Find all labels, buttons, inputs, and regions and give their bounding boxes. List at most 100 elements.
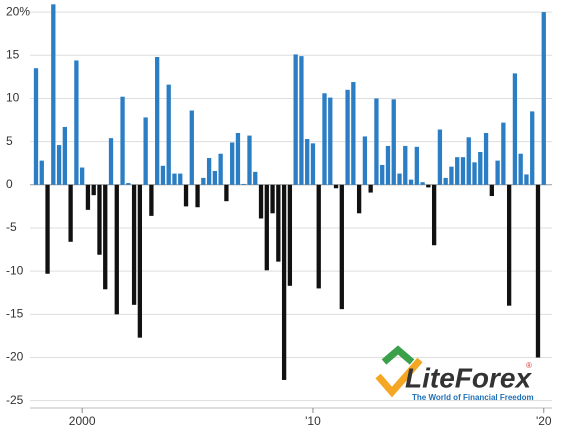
bar (247, 135, 252, 185)
bar (126, 183, 131, 185)
bar (333, 184, 339, 189)
bar (51, 4, 56, 185)
bar (437, 129, 443, 185)
bar (56, 145, 62, 185)
bar (385, 145, 391, 185)
bar (443, 177, 448, 185)
bar (305, 139, 310, 185)
bar (328, 97, 333, 185)
bar (345, 89, 350, 185)
bar (120, 96, 125, 185)
bar (374, 98, 379, 185)
bar (143, 117, 148, 185)
bar (524, 174, 529, 185)
bar (183, 184, 189, 207)
bar (287, 184, 293, 286)
logo: LiteForex ® The World of Financial Freed… (375, 345, 534, 402)
bar (397, 173, 402, 185)
bar (201, 177, 206, 185)
logo-tagline: The World of Financial Freedom (412, 393, 534, 402)
bar (149, 184, 154, 216)
bar (541, 12, 546, 185)
bar (408, 179, 414, 185)
bar (253, 171, 258, 185)
bar (270, 184, 275, 214)
bar (530, 111, 535, 185)
bar (431, 184, 437, 246)
bar (339, 184, 344, 310)
bar (322, 93, 327, 185)
logo-mark: ® (526, 361, 532, 370)
logo-icon (381, 345, 415, 365)
bar (356, 184, 362, 214)
bar (472, 162, 477, 185)
bar (351, 82, 356, 185)
bar (414, 146, 419, 185)
y-tick-label: -5 (6, 220, 17, 234)
bar (391, 99, 396, 185)
bar (466, 137, 471, 185)
bar (218, 153, 223, 185)
bar (299, 56, 304, 185)
x-tick-label: '20 (536, 414, 552, 428)
y-tick-label: -20 (6, 350, 24, 364)
logo-icon (375, 357, 423, 398)
bar (241, 183, 246, 185)
bar (512, 73, 518, 185)
bar (483, 132, 489, 185)
bar (68, 184, 73, 242)
bar (80, 167, 85, 185)
bar (62, 126, 67, 185)
y-tick-label: 5 (6, 134, 13, 148)
bar (160, 165, 166, 185)
bar (489, 184, 494, 197)
y-tick-label: -10 (6, 263, 24, 277)
bar (264, 184, 269, 271)
x-tick-label: '10 (305, 414, 321, 428)
bar (495, 160, 500, 185)
bar (97, 184, 102, 255)
y-tick-label: 10 (6, 91, 20, 105)
bar (172, 173, 177, 185)
bar (33, 68, 39, 185)
bar (91, 184, 96, 196)
bar (39, 160, 44, 185)
bar (426, 184, 431, 188)
bar (166, 84, 171, 185)
y-tick-label: 20% (6, 4, 30, 18)
bar (316, 184, 321, 289)
bar (108, 138, 114, 185)
bar (518, 153, 523, 185)
plot: 20% 15 10 5 0 -5 -10 -15 -20 -25 2000 '10 '20 (6, 4, 552, 428)
bar (230, 142, 235, 185)
bar (74, 60, 79, 185)
bar (293, 54, 298, 185)
y-tick-label: 15 (6, 47, 20, 61)
bar (368, 184, 373, 193)
bar (178, 173, 183, 185)
bar (189, 110, 194, 185)
bar (212, 170, 218, 185)
y-tick-label: -15 (6, 307, 24, 321)
bar (103, 184, 108, 290)
bar (137, 184, 143, 338)
bar (455, 157, 460, 185)
bar (535, 184, 541, 358)
bar (281, 184, 287, 380)
y-tick-label: 0 (6, 177, 13, 191)
x-tick-label: 2000 (69, 414, 96, 428)
y-tick-label: -25 (6, 393, 24, 407)
bar (276, 184, 281, 262)
bar (362, 136, 368, 185)
bar (85, 184, 91, 210)
bar (403, 145, 408, 185)
bar (501, 122, 506, 185)
bar (114, 184, 119, 315)
bar (460, 157, 466, 185)
logo-name: LiteForex (405, 362, 532, 393)
bar (155, 56, 160, 185)
bar (45, 184, 50, 274)
bar (380, 164, 385, 185)
bar (206, 158, 212, 185)
